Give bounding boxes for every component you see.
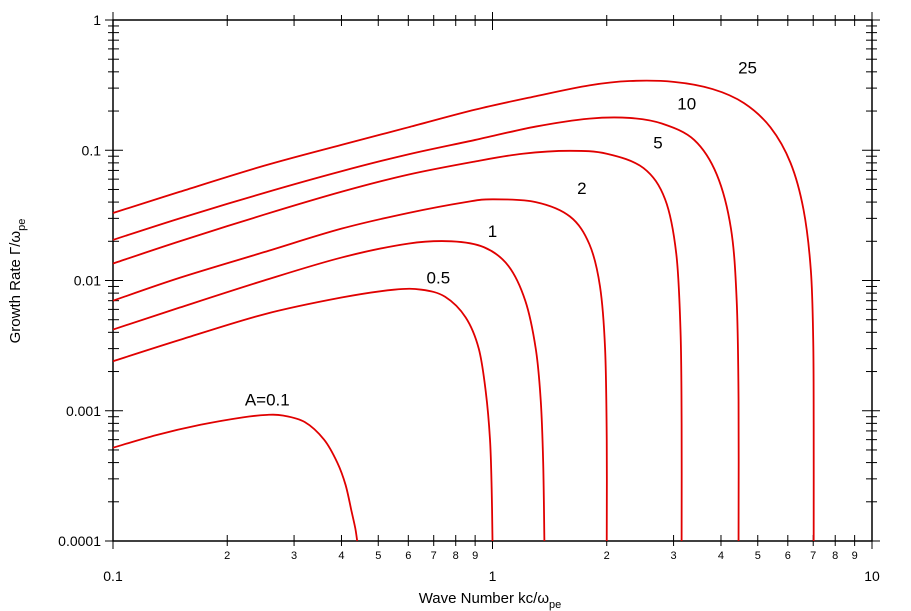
y-axis-label-sub: pe	[16, 219, 28, 231]
x-axis-label: Wave Number kc/ωpe	[419, 590, 562, 611]
curve-label: A=0.1	[245, 390, 290, 409]
x-minor-tick-label: 6	[405, 550, 411, 562]
x-major-tick-label: 10	[864, 568, 880, 584]
curve-25	[112, 79, 815, 542]
x-minor-tick-label: 9	[472, 550, 478, 562]
x-minor-tick-label: 5	[755, 550, 761, 562]
x-minor-tick-label: 8	[453, 550, 459, 562]
x-major-tick-label: 0.1	[103, 568, 123, 584]
x-minor-tick-label: 2	[604, 550, 610, 562]
x-minor-tick-label: 9	[852, 550, 858, 562]
x-major-tick-label: 1	[489, 568, 497, 584]
curve-label: 1	[488, 222, 497, 241]
x-minor-tick-label: 3	[671, 550, 677, 562]
x-minor-tick-label: 6	[785, 550, 791, 562]
plot-frame	[112, 19, 873, 542]
y-axis-label-main: Growth Rate Γ/ω	[7, 231, 24, 344]
x-minor-tick-label: 4	[718, 550, 724, 562]
x-minor-tick-label: 4	[338, 550, 344, 562]
tick-labels: 2 3 4 5 6 7 8 9 2 3 4 5 6 7 8 9 0.1 1 10 1 0.1 0.01 0.001 0.000…	[58, 12, 880, 584]
x-axis-label-sub: pe	[549, 599, 561, 611]
curve-2	[112, 198, 608, 542]
y-major-tick-label: 0.1	[82, 142, 102, 158]
y-major-tick-label: 0.001	[66, 403, 101, 419]
curve-label: 5	[653, 134, 662, 153]
x-minor-tick-label: 8	[832, 550, 838, 562]
y-axis-label: Growth Rate Γ/ωpe	[7, 219, 28, 344]
x-minor-tick-label: 7	[431, 550, 437, 562]
curves	[112, 79, 815, 542]
x-axis-label-main: Wave Number kc/ω	[419, 590, 550, 607]
y-major-tick-label: 0.0001	[58, 533, 101, 549]
x-minor-tick-label: 3	[291, 550, 297, 562]
curve-5	[112, 149, 683, 542]
curve-A0_1	[112, 413, 359, 542]
y-major-tick-label: 0.01	[74, 273, 101, 289]
curve-label: 2	[577, 179, 586, 198]
x-minor-tick-label: 5	[375, 550, 381, 562]
curve-1	[112, 240, 546, 542]
curve-0_5	[112, 287, 494, 542]
y-major-tick-label: 1	[93, 12, 101, 28]
x-minor-tick-label: 2	[224, 550, 230, 562]
x-minor-tick-label: 7	[810, 550, 816, 562]
curve-label: 10	[677, 95, 696, 114]
curve-label: 0.5	[427, 268, 451, 287]
axis-ticks	[105, 12, 880, 549]
curve-label: 25	[738, 58, 757, 77]
curve-10	[112, 116, 740, 542]
